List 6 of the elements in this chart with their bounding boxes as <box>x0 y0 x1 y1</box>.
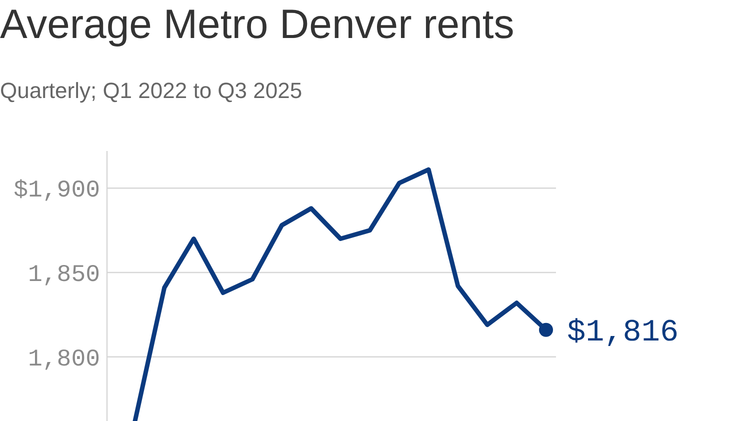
y-tick-label: 1,850 <box>28 262 100 290</box>
chart-subtitle: Quarterly; Q1 2022 to Q3 2025 <box>0 78 302 103</box>
chart-title: Average Metro Denver rents <box>0 1 514 47</box>
y-tick-label: 1,800 <box>28 346 100 374</box>
y-tick-label: $1,900 <box>14 178 100 205</box>
data-label: $1,816 <box>567 316 679 351</box>
